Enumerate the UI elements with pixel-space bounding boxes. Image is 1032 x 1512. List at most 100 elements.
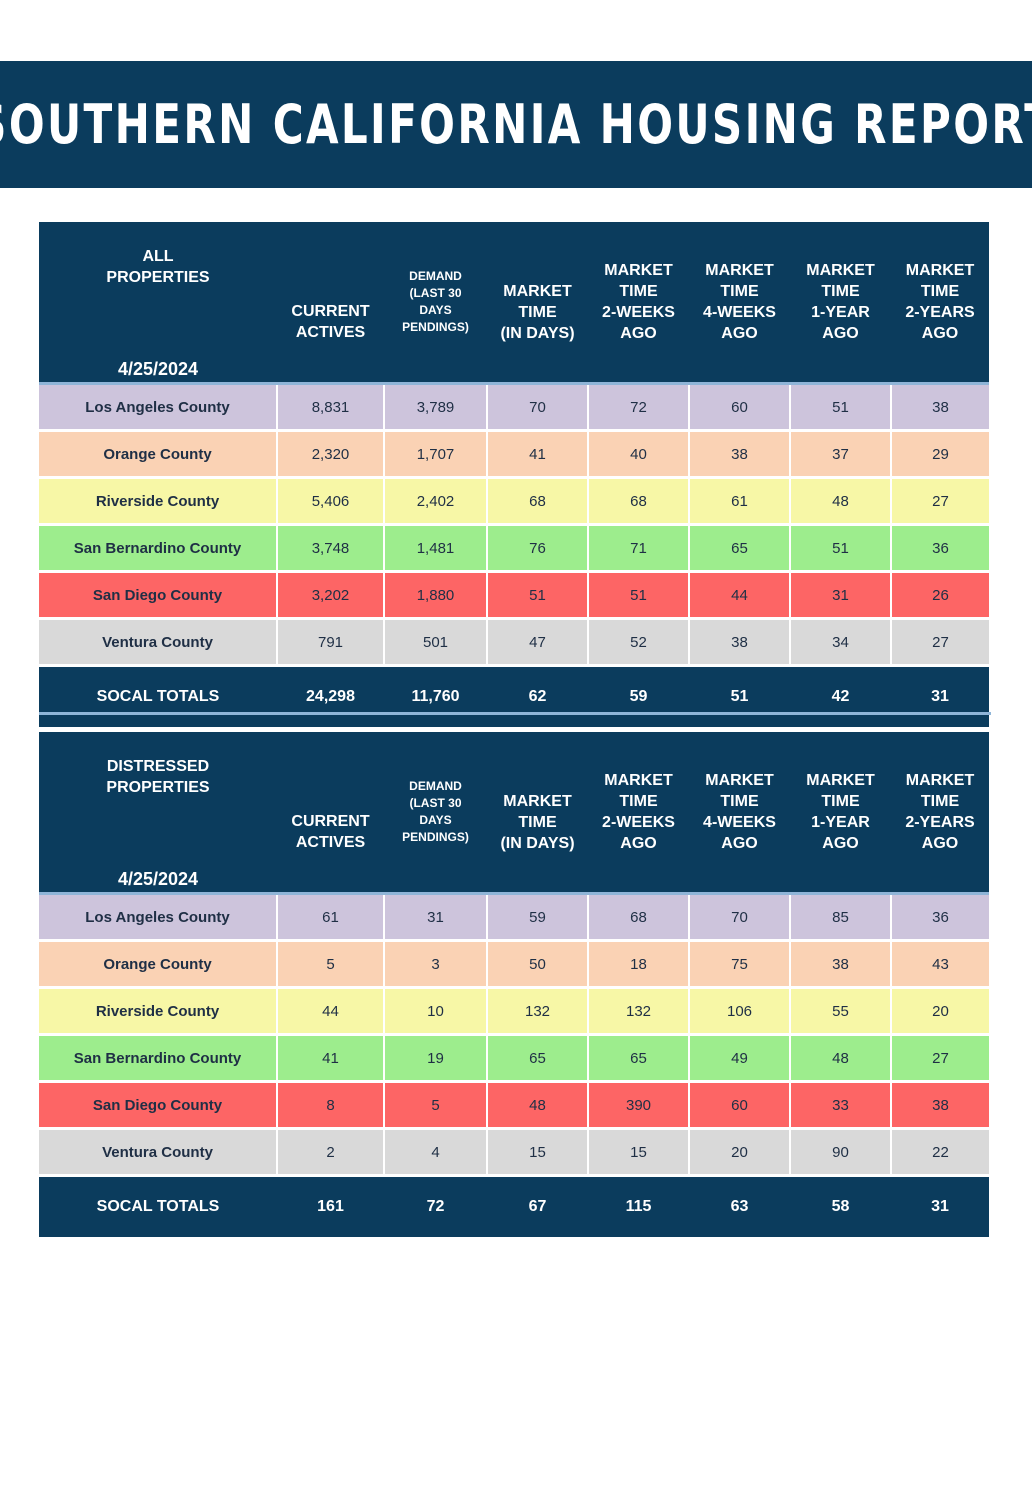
cell-mt-4weeks: 38 — [689, 430, 791, 479]
county-name: Riverside County — [39, 987, 278, 1036]
cell-mt-2years: 27 — [891, 477, 989, 526]
cell-mt-1year: 51 — [790, 524, 892, 573]
column-header-line: 2-YEARS — [905, 304, 975, 321]
cell-market-time: 65 — [487, 1034, 589, 1083]
cell-mt-4weeks: 61 — [689, 477, 791, 526]
cell-mt-4weeks: 65 — [689, 524, 791, 573]
cell-current-actives: 2,320 — [277, 430, 385, 479]
column-header-line: TIME — [821, 793, 860, 810]
cell-market-time: 51 — [487, 571, 589, 620]
table-row: Riverside County 5,406 2,402 68 68 61 48 27 — [39, 477, 989, 526]
county-name: Los Angeles County — [39, 892, 278, 942]
cell-mt-2years: 43 — [891, 940, 989, 989]
column-header-line: AGO — [620, 325, 657, 342]
cell-mt-2weeks: 68 — [588, 892, 690, 942]
cell-mt-2years: 36 — [891, 892, 989, 942]
table-row: San Diego County 8 5 48 390 60 33 38 — [39, 1081, 989, 1130]
table-label-line: ALL — [142, 248, 174, 265]
column-header-market-time: MARKET TIME (IN DAYS) — [487, 222, 588, 384]
column-header-line: TIME — [619, 793, 658, 810]
cell-market-time: 41 — [487, 430, 589, 479]
column-header-line: ACTIVES — [295, 324, 366, 341]
cell-mt-2years: 38 — [891, 1081, 989, 1130]
cell-mt-1year: 90 — [790, 1128, 892, 1177]
table-row: Orange County 5 3 50 18 75 38 43 — [39, 940, 989, 989]
column-header-line: TIME — [518, 813, 557, 831]
column-header-line: MARKET — [905, 262, 975, 279]
column-header-line: DAYS — [419, 813, 452, 827]
cell-mt-1year: 31 — [790, 571, 892, 620]
column-header-line: (IN DAYS) — [500, 324, 575, 342]
cell-mt-2years: 22 — [891, 1128, 989, 1177]
county-name: Orange County — [39, 940, 278, 989]
cell-current-actives: 44 — [277, 987, 385, 1036]
column-header-line: 4-WEEKS — [703, 814, 776, 831]
report-date: 4/25/2024 — [117, 359, 199, 379]
table-label-cell: ALL PROPERTIES 4/25/2024 — [39, 222, 277, 384]
all-properties-table: ALL PROPERTIES 4/25/2024 CURRENT ACTIVES DEMA… — [39, 222, 989, 727]
total-mt-2weeks: 115 — [588, 1174, 689, 1237]
column-header-market-time: MARKET TIME (IN DAYS) — [487, 732, 588, 894]
column-header-demand: DEMAND (LAST 30 DAYS PENDINGS) — [384, 222, 487, 384]
cell-current-actives: 5,406 — [277, 477, 385, 526]
column-header-line: TIME — [720, 793, 759, 810]
column-header-line: AGO — [721, 835, 758, 852]
column-header-line: AGO — [620, 835, 657, 852]
cell-mt-2years: 36 — [891, 524, 989, 573]
cell-mt-2weeks: 68 — [588, 477, 690, 526]
cell-mt-2weeks: 390 — [588, 1081, 690, 1130]
column-header-mt-1year: MARKET TIME 1-YEAR AGO — [790, 222, 891, 384]
total-current-actives: 161 — [277, 1174, 384, 1237]
total-mt-4weeks: 51 — [689, 664, 790, 727]
table-row: Los Angeles County 61 31 59 68 70 85 36 — [39, 892, 989, 942]
cell-mt-2weeks: 71 — [588, 524, 690, 573]
cell-current-actives: 791 — [277, 618, 385, 667]
total-market-time: 67 — [487, 1174, 588, 1237]
total-demand: 11,760 — [384, 664, 487, 727]
cell-mt-2years: 26 — [891, 571, 989, 620]
column-header-line: 2-WEEKS — [602, 304, 675, 321]
column-header-line: (LAST 30 — [409, 796, 462, 810]
cell-mt-4weeks: 75 — [689, 940, 791, 989]
cell-mt-2years: 20 — [891, 987, 989, 1036]
column-header-line: 1-YEAR — [811, 304, 870, 321]
total-mt-2weeks: 59 — [588, 664, 689, 727]
total-mt-2years: 31 — [891, 1174, 989, 1237]
cell-mt-1year: 34 — [790, 618, 892, 667]
county-name: San Bernardino County — [39, 524, 278, 573]
column-header-line: MARKET — [806, 262, 875, 279]
column-header-line: DAYS — [419, 303, 452, 317]
cell-demand: 10 — [384, 987, 488, 1036]
cell-market-time: 47 — [487, 618, 589, 667]
cell-mt-4weeks: 60 — [689, 1081, 791, 1130]
column-header-line: 1-YEAR — [811, 814, 870, 831]
column-header-line: MARKET — [503, 792, 572, 810]
column-header-line: DEMAND — [409, 779, 462, 793]
column-header-line: MARKET — [705, 772, 774, 789]
cell-mt-1year: 85 — [790, 892, 892, 942]
cell-demand: 2,402 — [384, 477, 488, 526]
column-header-line: DEMAND — [409, 269, 462, 283]
cell-market-time: 59 — [487, 892, 589, 942]
cell-mt-2weeks: 40 — [588, 430, 690, 479]
column-header-line: AGO — [822, 835, 859, 852]
column-header-line: AGO — [822, 325, 859, 342]
cell-mt-2years: 27 — [891, 1034, 989, 1083]
cell-demand: 3 — [384, 940, 488, 989]
cell-mt-2weeks: 65 — [588, 1034, 690, 1083]
total-mt-1year: 42 — [790, 664, 891, 727]
column-header-line: PENDINGS) — [402, 830, 469, 844]
column-header-line: MARKET — [604, 772, 673, 789]
table-row: Ventura County 2 4 15 15 20 90 22 — [39, 1128, 989, 1177]
column-header-line: TIME — [920, 283, 960, 300]
column-header-line: 2-YEARS — [905, 814, 975, 831]
column-header-line: AGO — [921, 835, 959, 852]
column-header-mt-2years: MARKET TIME 2-YEARS AGO — [891, 222, 989, 384]
cell-mt-4weeks: 38 — [689, 618, 791, 667]
column-header-line: TIME — [920, 793, 960, 810]
cell-demand: 4 — [384, 1128, 488, 1177]
table-row: San Bernardino County 41 19 65 65 49 48 27 — [39, 1034, 989, 1083]
report-date: 4/25/2024 — [117, 869, 199, 889]
cell-market-time: 76 — [487, 524, 589, 573]
cell-demand: 1,707 — [384, 430, 488, 479]
